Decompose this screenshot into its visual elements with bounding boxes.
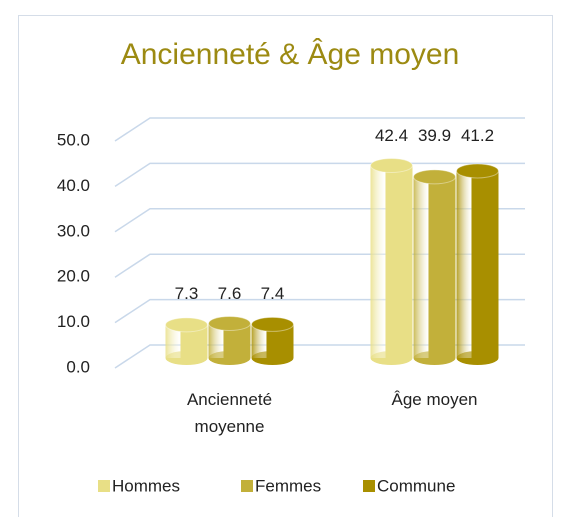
bar <box>370 165 413 358</box>
bar-top <box>456 163 499 179</box>
bar <box>413 176 456 358</box>
data-label: 7.6 <box>218 284 242 303</box>
y-tick-label: 20.0 <box>57 267 90 286</box>
legend-label: Hommes <box>112 476 180 495</box>
data-label: 41.2 <box>461 126 494 145</box>
legend-swatch <box>363 480 375 492</box>
legend-swatch <box>241 480 253 492</box>
legend-label: Commune <box>377 476 455 495</box>
bar-top <box>251 316 294 332</box>
grid-line <box>114 117 525 142</box>
bar-top <box>165 317 208 333</box>
y-tick-label: 0.0 <box>66 357 90 376</box>
data-label: 7.4 <box>261 284 285 303</box>
data-label: 42.4 <box>375 126 408 145</box>
data-label: 7.3 <box>175 284 199 303</box>
data-label: 39.9 <box>418 126 451 145</box>
y-tick-label: 40.0 <box>57 176 90 195</box>
x-tick-label: Âge moyen <box>391 390 478 409</box>
bar <box>456 170 499 358</box>
chart-title: Ancienneté & Âge moyen <box>121 38 460 71</box>
bar-top <box>413 169 456 185</box>
y-tick-label: 30.0 <box>57 221 90 240</box>
x-tick-label: Ancienneté moyenne <box>186 390 273 436</box>
legend-swatch <box>98 480 110 492</box>
y-tick-label: 50.0 <box>57 130 90 149</box>
bar-top <box>370 158 413 174</box>
y-tick-label: 10.0 <box>57 312 90 331</box>
bar-top <box>208 315 251 331</box>
legend-label: Femmes <box>255 476 321 495</box>
